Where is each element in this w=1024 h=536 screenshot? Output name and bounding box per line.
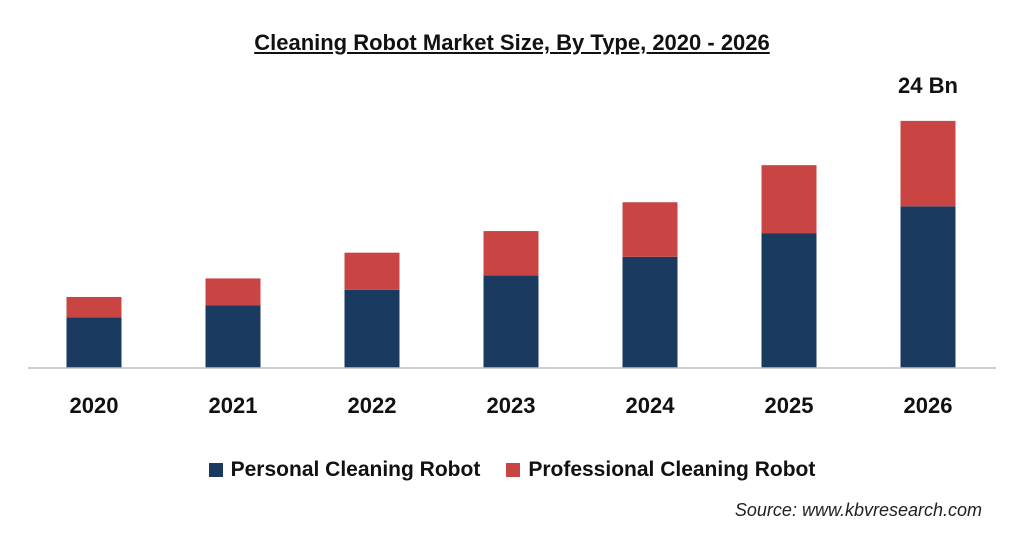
bar-professional-2023 xyxy=(483,231,539,276)
legend: Personal Cleaning Robot Professional Cle… xyxy=(0,458,1024,482)
bar-personal-2023 xyxy=(483,275,539,368)
bar-personal-2025 xyxy=(761,233,817,368)
chart-title: Cleaning Robot Market Size, By Type, 202… xyxy=(254,30,770,55)
x-tick-labels: 2020 2021 2022 2023 2024 2025 2026 xyxy=(70,393,953,418)
bar-personal-2026 xyxy=(900,206,956,368)
bar-professional-2020 xyxy=(66,296,122,318)
bar-professional-2025 xyxy=(761,165,817,234)
bar-professional-2026 xyxy=(900,120,956,207)
x-tick-label-2024: 2024 xyxy=(626,393,676,418)
x-tick-label-2022: 2022 xyxy=(348,393,397,418)
legend-item-professional: Professional Cleaning Robot xyxy=(506,458,815,482)
bar-personal-2022 xyxy=(344,289,400,368)
bar-personal-2020 xyxy=(66,317,122,368)
source-note: Source: www.kbvresearch.com xyxy=(734,500,982,520)
bar-professional-2021 xyxy=(205,278,261,306)
x-tick-label-2020: 2020 xyxy=(70,393,119,418)
bars-group xyxy=(66,120,956,368)
data-label-2026: 24 Bn xyxy=(898,73,958,98)
x-tick-label-2021: 2021 xyxy=(209,393,258,418)
bar-professional-2022 xyxy=(344,252,400,290)
bar-personal-2021 xyxy=(205,305,261,368)
legend-swatch-professional xyxy=(506,463,521,477)
x-tick-label-2026: 2026 xyxy=(904,393,953,418)
legend-label-professional: Professional Cleaning Robot xyxy=(528,458,816,481)
x-tick-label-2025: 2025 xyxy=(765,393,814,418)
bar-professional-2024 xyxy=(622,202,678,257)
legend-swatch-personal xyxy=(208,463,223,477)
legend-label-personal: Personal Cleaning Robot xyxy=(230,458,481,481)
bar-personal-2024 xyxy=(622,256,678,368)
annotations-group: 24 Bn xyxy=(898,73,958,98)
x-tick-label-2023: 2023 xyxy=(487,393,536,418)
legend-item-personal: Personal Cleaning Robot xyxy=(208,458,481,482)
